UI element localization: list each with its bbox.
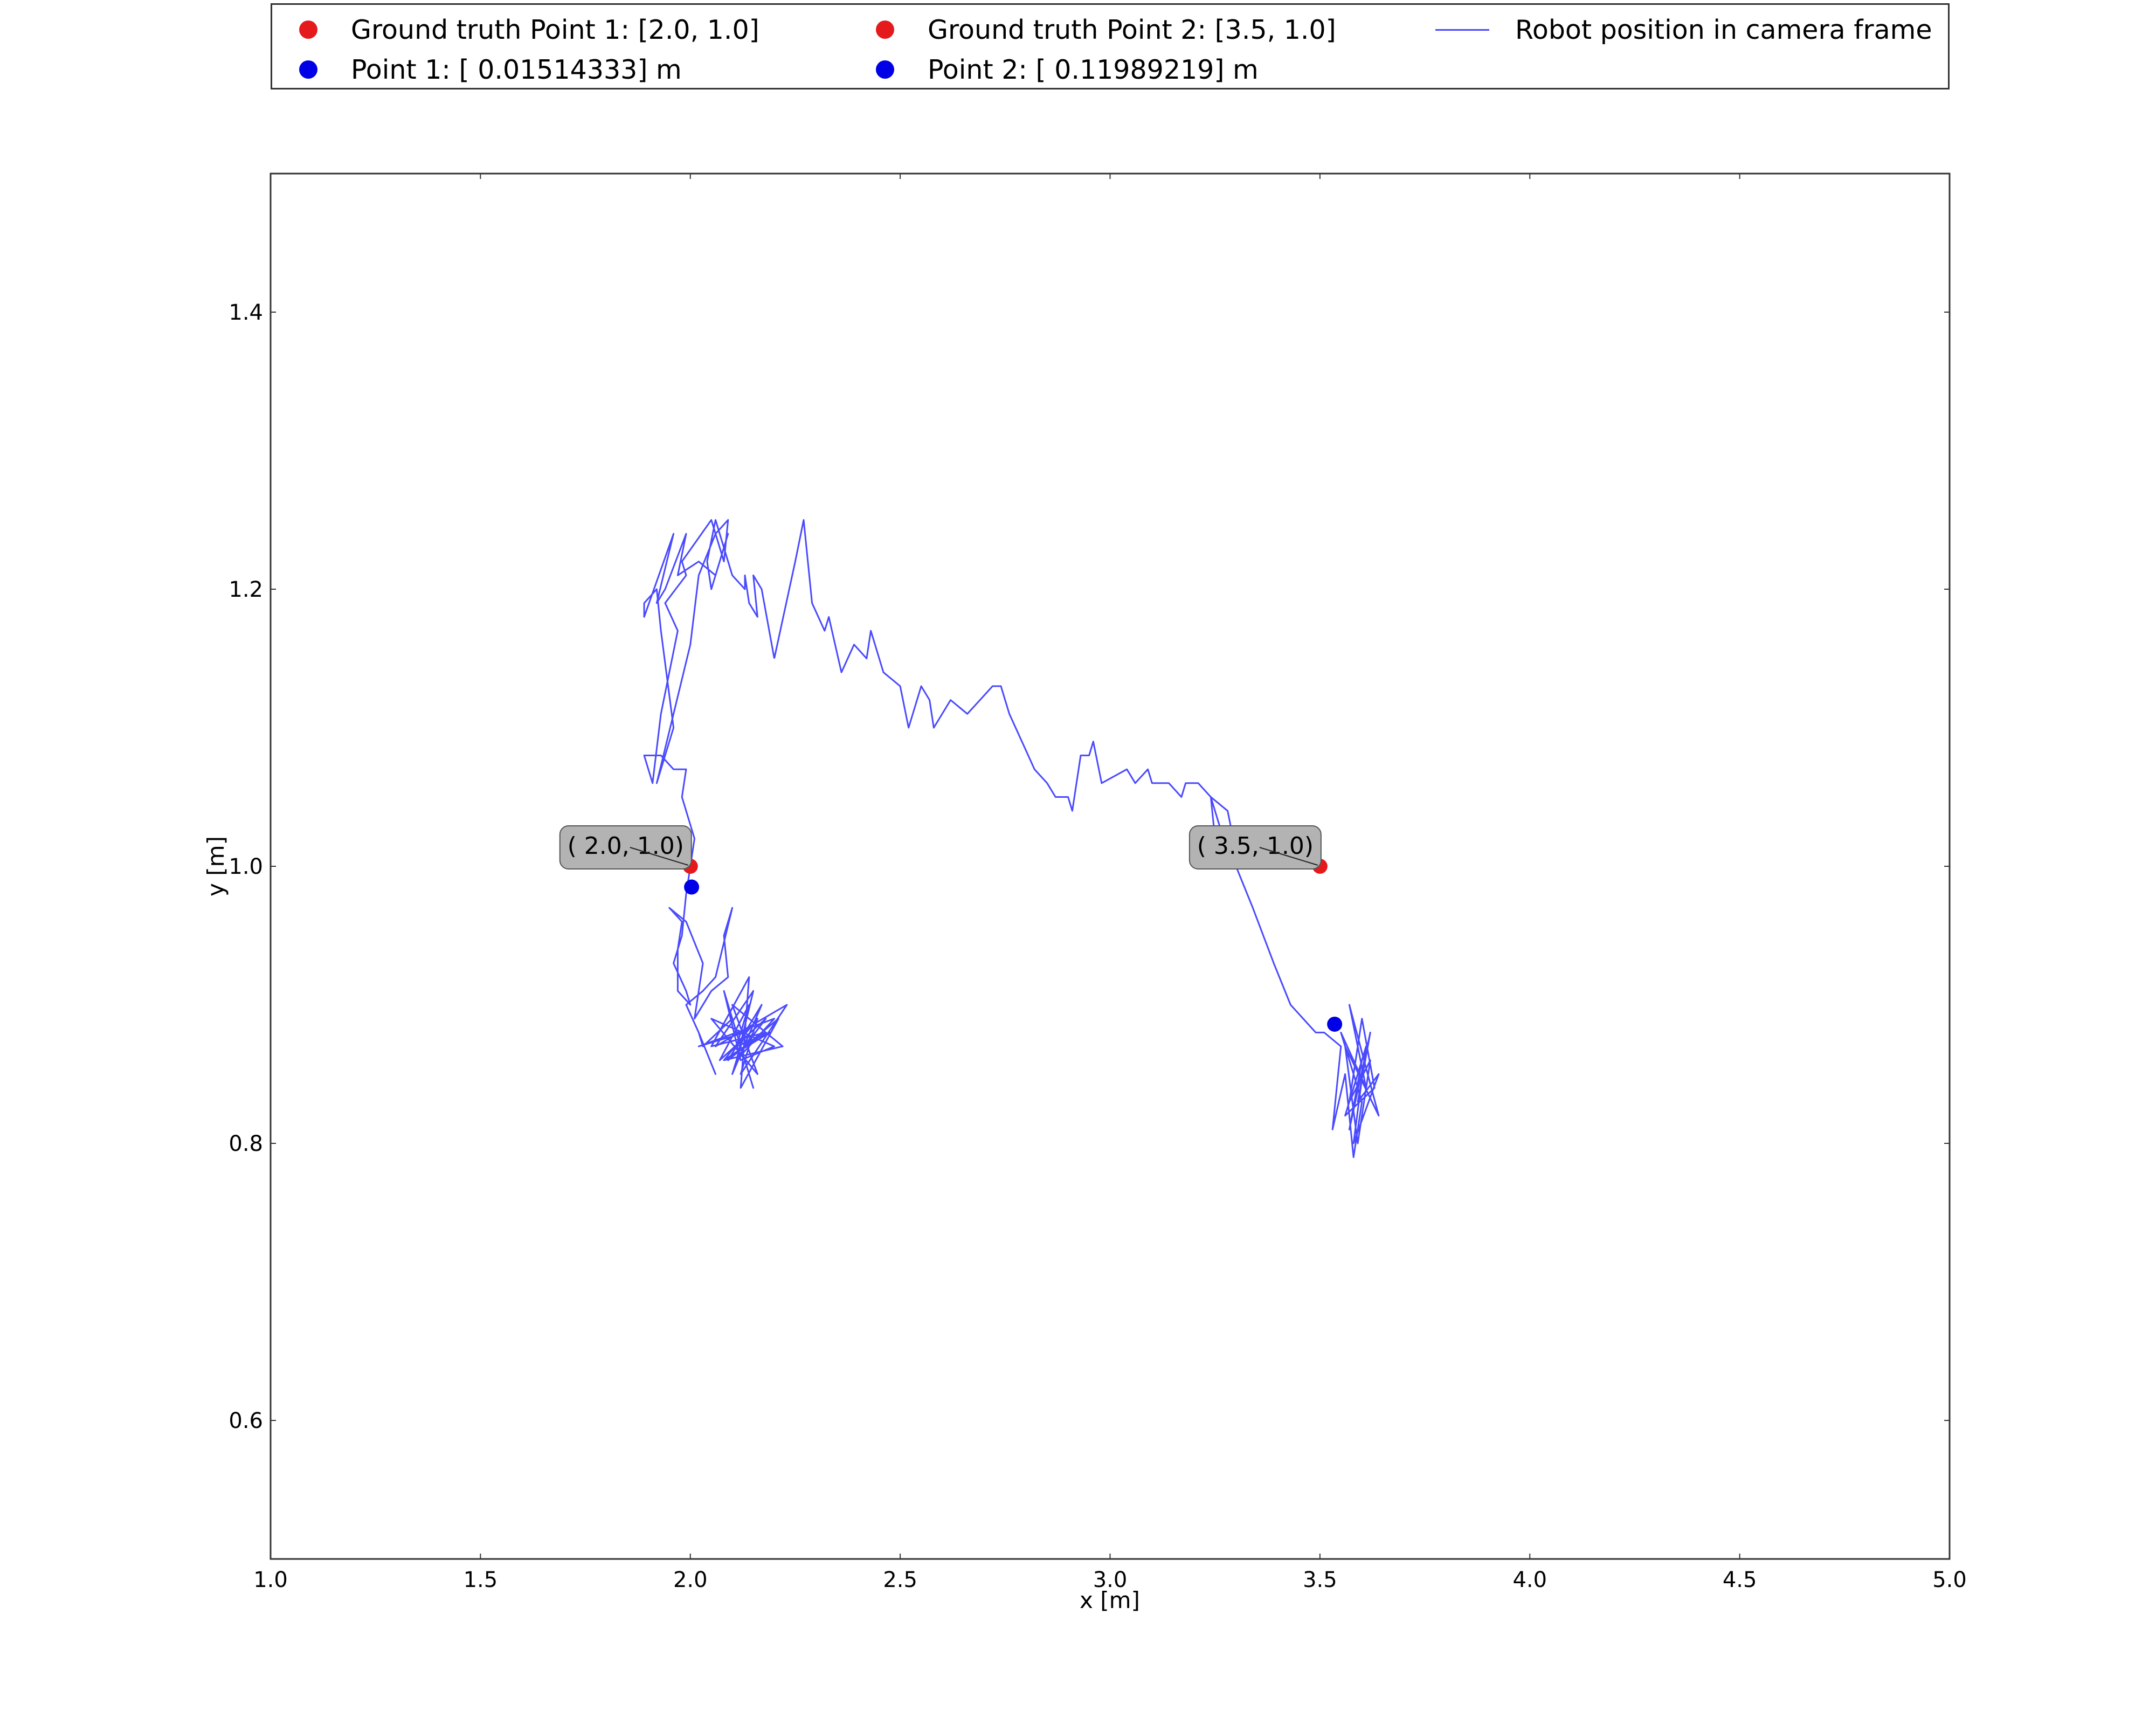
legend-label: Robot position in camera frame [1515, 14, 1932, 45]
plot-area [270, 172, 1951, 1560]
x-tick-label: 2.0 [673, 1568, 708, 1592]
trajectory-line [643, 519, 788, 1089]
annotation-label: ( 3.5, 1.0) [1197, 832, 1314, 860]
trajectory [643, 519, 1380, 1158]
x-tick-label: 2.5 [883, 1568, 917, 1592]
x-axis-label: x [m] [1080, 1587, 1140, 1613]
y-ticks: 0.6 0.8 1.0 1.2 1.4 [229, 300, 1950, 1433]
annotation-box [1188, 825, 1322, 870]
x-tick-label: 1.5 [464, 1568, 498, 1592]
y-tick-label: 1.4 [229, 300, 263, 325]
x-tick-label: 3.0 [1093, 1568, 1128, 1592]
x-tick-label: 1.0 [253, 1568, 288, 1592]
blue-dot-icon [299, 60, 317, 79]
trajectory-line [773, 519, 1380, 1158]
x-tick-label: 4.5 [1723, 1568, 1757, 1592]
y-axis-label: y [m] [203, 836, 229, 896]
annotation-label: ( 2.0, 1.0) [568, 832, 684, 860]
legend-entry-gt-point-1: Ground truth Point 1: [2.0, 1.0] [272, 13, 759, 46]
estimated-point-marker [684, 879, 700, 895]
legend-label: Point 2: [ 0.11989219] m [928, 54, 1259, 85]
blue-dot-icon [876, 60, 894, 79]
line-swatch-icon [1435, 29, 1489, 31]
legend-entry-point-2: Point 2: [ 0.11989219] m [849, 53, 1259, 86]
estimated-point-marker [1327, 1016, 1343, 1032]
legend-label: Ground truth Point 2: [3.5, 1.0] [928, 14, 1336, 45]
y-tick-label: 1.0 [229, 854, 263, 879]
annotation-box [559, 825, 692, 870]
red-dot-icon [299, 20, 317, 39]
x-tick-label: 4.0 [1512, 1568, 1547, 1592]
red-dot-icon [876, 20, 894, 39]
annotations: ( 2.0, 1.0) ( 3.5, 1.0) [559, 825, 1322, 870]
legend-entry-point-1: Point 1: [ 0.01514333] m [272, 53, 682, 86]
legend-entry-gt-point-2: Ground truth Point 2: [3.5, 1.0] [849, 13, 1336, 46]
legend-label: Point 1: [ 0.01514333] m [351, 54, 682, 85]
legend-entry-trajectory: Robot position in camera frame [1431, 13, 1932, 46]
x-ticks: 1.0 1.5 2.0 2.5 3.0 3.5 4.0 4.5 5.0 [253, 174, 1967, 1592]
x-tick-label: 5.0 [1932, 1568, 1967, 1592]
legend: Ground truth Point 1: [2.0, 1.0] Point 1… [271, 3, 1950, 89]
annotation-arrow [630, 847, 689, 866]
y-tick-label: 1.2 [229, 577, 263, 602]
x-tick-label: 3.5 [1303, 1568, 1337, 1592]
y-tick-label: 0.8 [229, 1131, 263, 1156]
y-tick-label: 0.6 [229, 1409, 263, 1433]
legend-label: Ground truth Point 1: [2.0, 1.0] [351, 14, 759, 45]
annotation-arrow [1259, 847, 1318, 866]
